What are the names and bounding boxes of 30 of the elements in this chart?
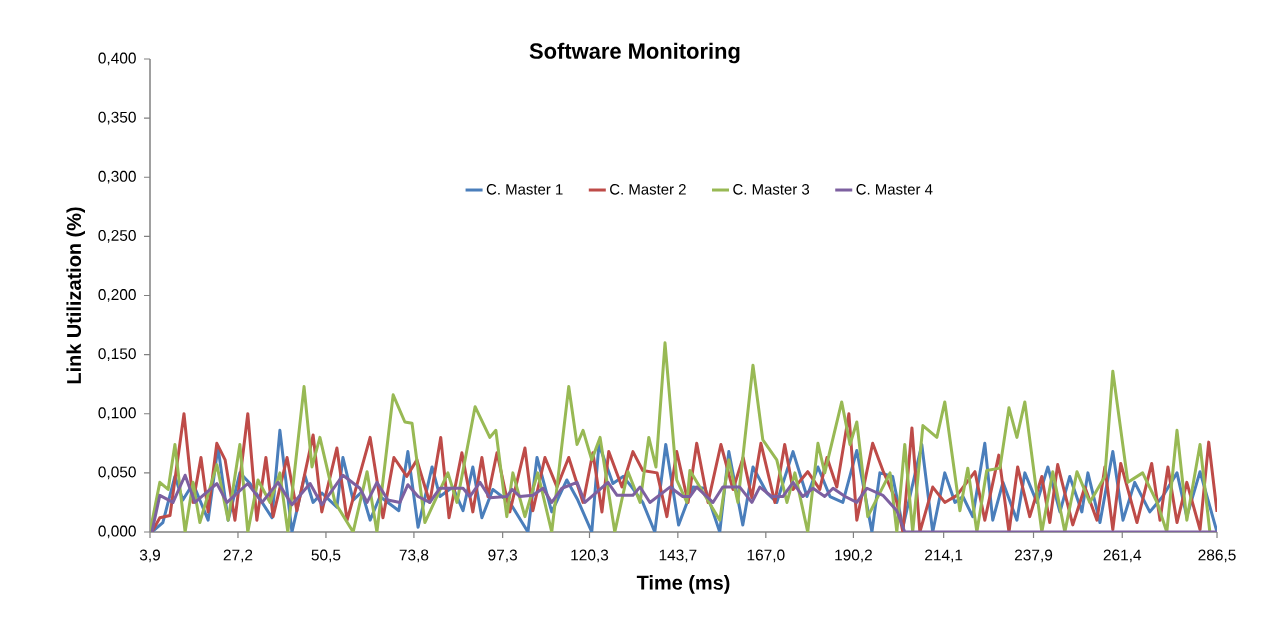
x-tick-label: 237,9 — [1014, 549, 1053, 563]
x-tick-label: 261,4 — [1103, 549, 1142, 563]
y-tick-label: 0,200 — [98, 289, 136, 302]
x-tick-label: 214,1 — [925, 549, 963, 563]
chart-title: Software Monitoring — [529, 42, 740, 64]
y-tick-label: 0,000 — [98, 525, 136, 539]
y-tick-label: 0,350 — [98, 111, 136, 125]
x-tick-label: 73,8 — [399, 549, 429, 563]
y-tick-label: 0,050 — [98, 466, 136, 480]
line-series — [150, 341, 1212, 532]
legend-label: C. Master 1 — [486, 184, 563, 195]
y-axis-title: Link Utilization (%) — [66, 207, 85, 384]
x-tick-label: 120,3 — [571, 549, 609, 563]
x-tick-label: 27,2 — [223, 549, 253, 563]
y-tick-label: 0,150 — [98, 348, 136, 361]
x-tick-label: 3,9 — [139, 549, 161, 563]
y-tick-label: 0,300 — [98, 170, 136, 184]
legend-label: C. Master 3 — [733, 184, 810, 195]
x-tick-label: 97,3 — [488, 549, 517, 563]
x-tick-label: 167,0 — [747, 549, 785, 563]
x-tick-label: 286,5 — [1198, 549, 1236, 563]
y-tick-label: 0,400 — [98, 52, 136, 66]
y-tick-label: 0,250 — [98, 230, 136, 243]
legend-label: C. Master 4 — [856, 184, 933, 195]
y-tick-label: 0,100 — [98, 407, 136, 421]
x-tick-label: 190,2 — [835, 549, 872, 563]
x-tick-label: 143,7 — [659, 549, 697, 563]
x-axis-title: Time (ms) — [636, 575, 730, 594]
x-tick-label: 50,5 — [311, 549, 341, 563]
legend-label: C. Master 2 — [610, 184, 686, 195]
